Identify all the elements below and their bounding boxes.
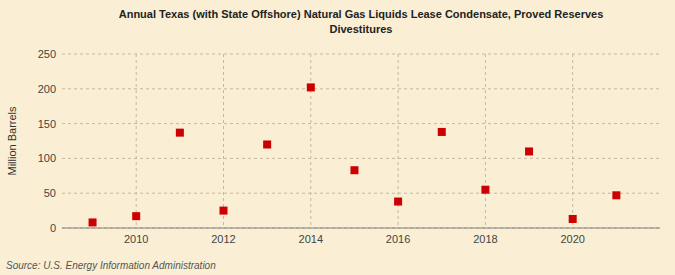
y-tick-label: 100 — [38, 152, 56, 164]
x-axis-line — [62, 228, 660, 229]
chart: Annual Texas (with State Offshore) Natur… — [0, 0, 675, 275]
x-grid-line — [310, 54, 311, 228]
ticks: 0 50 100 150 200 250 2010 2012 2014 2016 2018 2020 — [38, 48, 585, 245]
point — [307, 83, 315, 91]
x-tick-label: 2012 — [211, 233, 235, 245]
title-line: Divestitures — [330, 23, 393, 35]
y-grid-line — [62, 228, 660, 229]
point — [525, 147, 533, 155]
point — [132, 212, 140, 220]
point — [569, 215, 577, 223]
point — [176, 129, 184, 137]
y-grid-line — [62, 88, 660, 89]
title-line: Annual Texas (with State Offshore) Natur… — [119, 8, 604, 20]
y-tick-label: 200 — [38, 83, 56, 95]
x-grid-line — [223, 54, 224, 228]
x-grid-line — [572, 54, 573, 228]
x-grid-line — [485, 54, 486, 228]
point — [350, 166, 358, 174]
background — [0, 0, 675, 275]
source: Source: U.S. Energy Information Administ… — [6, 260, 216, 271]
y-tick-label: 150 — [38, 118, 56, 130]
point — [481, 186, 489, 194]
point — [438, 128, 446, 136]
y-grid-line — [62, 54, 660, 55]
point — [394, 198, 402, 206]
y-tick-label: 0 — [50, 222, 56, 234]
y-grid-line — [62, 123, 660, 124]
x-tick-label: 2014 — [299, 233, 323, 245]
point — [263, 140, 271, 148]
x-tick-label: 2016 — [386, 233, 410, 245]
page: {"chart_data": {"type": "scatter", "titl… — [0, 0, 675, 275]
x-tick-label: 2018 — [473, 233, 497, 245]
y-grid-line — [62, 158, 660, 159]
point — [220, 207, 228, 215]
x-tick-label: 2020 — [560, 233, 584, 245]
x-grid-line — [136, 54, 137, 228]
grid — [62, 54, 660, 228]
y-grid-line — [62, 193, 660, 194]
point — [612, 191, 620, 199]
y-tick-label: 50 — [44, 187, 56, 199]
y-tick-label: 250 — [38, 48, 56, 60]
x-tick-label: 2010 — [124, 233, 148, 245]
title: Annual Texas (with State Offshore) Natur… — [119, 8, 604, 35]
point — [89, 218, 97, 226]
points — [89, 83, 621, 226]
y-axis-label: Million Barrels — [6, 106, 18, 176]
